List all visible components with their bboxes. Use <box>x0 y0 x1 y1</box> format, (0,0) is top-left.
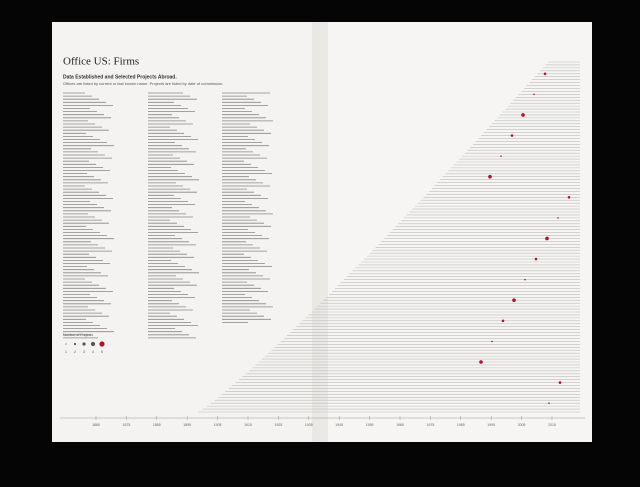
year-label: 1945 <box>335 423 343 427</box>
year-label: 1985 <box>457 423 465 427</box>
legend-dot <box>65 343 67 345</box>
decoration: 1 2 3 4 5 <box>63 61 580 413</box>
year-label: 1865 <box>92 423 100 427</box>
right-page <box>320 22 592 442</box>
legend-dot <box>82 342 86 346</box>
legend-dot <box>90 341 96 347</box>
project-dot <box>512 298 516 303</box>
legend-dot <box>99 341 105 347</box>
legend-label: 1 <box>65 350 67 354</box>
project-dot <box>545 236 549 241</box>
project-dot <box>558 381 562 384</box>
project-dot <box>543 72 547 76</box>
year-label: 1995 <box>487 423 495 427</box>
project-dot <box>521 113 525 117</box>
spine-shadow <box>312 22 328 442</box>
year-label: 1925 <box>275 423 283 427</box>
project-dot <box>500 155 502 157</box>
subtitle: Data Established and Selected Projects A… <box>63 74 177 80</box>
project-dot <box>479 360 483 364</box>
year-label: 1975 <box>427 423 435 427</box>
project-dot <box>510 134 514 137</box>
title: Office US: Firms <box>63 56 139 68</box>
timeline: 1865 1875 1885 1895 1905 1915 1925 1935 1945 1955… <box>60 416 585 427</box>
project-dot <box>501 319 505 323</box>
year-label: 1965 <box>396 423 404 427</box>
project-dot <box>534 257 538 261</box>
legend-label: 3 <box>83 350 85 354</box>
project-dot <box>567 195 571 199</box>
project-dot <box>533 93 535 96</box>
year-label: 1885 <box>153 423 161 427</box>
year-label: 2005 <box>518 423 526 427</box>
note: Offices are listed by current or last kn… <box>63 81 223 86</box>
year-label: 1955 <box>366 423 374 427</box>
legend-label: 2 <box>74 350 76 354</box>
year-label: 1905 <box>214 423 222 427</box>
legend-label: 4 <box>92 350 94 354</box>
year-label: 1935 <box>305 423 313 427</box>
year-label: 1875 <box>123 423 131 427</box>
project-dot <box>488 174 492 179</box>
legend-dot <box>73 342 77 346</box>
year-label: 1895 <box>183 423 191 427</box>
left-page <box>52 22 320 442</box>
project-dot <box>557 217 559 219</box>
project-dot <box>548 402 550 404</box>
year-label: 2015 <box>548 423 556 427</box>
project-dot <box>524 278 526 281</box>
legend-label: 5 <box>101 350 103 354</box>
year-label: 1915 <box>244 423 252 427</box>
project-dot <box>491 340 493 343</box>
